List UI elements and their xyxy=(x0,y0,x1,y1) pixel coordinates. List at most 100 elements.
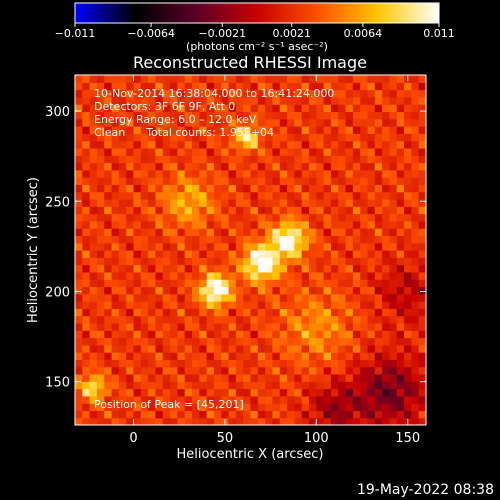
heatmap-cell xyxy=(111,279,120,288)
heatmap-cell xyxy=(221,352,230,360)
heatmap-cell xyxy=(177,315,186,324)
heatmap-cell xyxy=(111,228,120,237)
heatmap-cell xyxy=(221,191,230,200)
heatmap-cell xyxy=(213,169,222,178)
heatmap-cell xyxy=(250,271,259,280)
heatmap-cell xyxy=(323,410,332,419)
heatmap-cell xyxy=(374,220,383,229)
heatmap-cell xyxy=(177,410,186,419)
heatmap-cell xyxy=(235,198,244,207)
heatmap-cell xyxy=(184,315,193,324)
heatmap-cell xyxy=(155,228,164,237)
heatmap-cell xyxy=(89,111,98,120)
heatmap-cell xyxy=(162,177,171,185)
heatmap-cell xyxy=(170,177,178,185)
heatmap-cell xyxy=(287,96,295,105)
heatmap-cell xyxy=(404,373,412,382)
heatmap-cell xyxy=(367,337,376,346)
heatmap-cell xyxy=(75,126,83,134)
heatmap-cell xyxy=(89,381,98,390)
heatmap-cell xyxy=(155,191,164,200)
heatmap-cell xyxy=(389,257,398,266)
heatmap-cell xyxy=(89,388,98,397)
heatmap-cell xyxy=(133,198,142,207)
heatmap-cell xyxy=(367,373,376,382)
heatmap-cell xyxy=(360,279,369,288)
heatmap-cell xyxy=(235,301,244,309)
heatmap-cell xyxy=(140,250,149,258)
heatmap-cell xyxy=(411,155,420,164)
heatmap-cell xyxy=(89,169,98,178)
x-tick-label: 50 xyxy=(217,431,234,446)
heatmap-cell xyxy=(367,330,376,339)
heatmap-cell xyxy=(382,403,391,412)
heatmap-cell xyxy=(118,162,127,171)
heatmap-cell xyxy=(411,271,420,280)
heatmap-cell xyxy=(338,403,347,412)
heatmap-cell xyxy=(96,301,105,309)
heatmap-cell xyxy=(192,169,200,178)
heatmap-cell xyxy=(75,140,83,149)
heatmap-cell xyxy=(272,395,281,404)
heatmap-cell xyxy=(192,352,200,360)
heatmap-cell xyxy=(111,250,120,258)
heatmap-cell xyxy=(345,162,354,171)
heatmap-cell xyxy=(170,373,178,382)
heatmap-cell xyxy=(96,286,105,295)
heatmap-cell xyxy=(272,330,281,339)
heatmap-cell xyxy=(367,279,376,288)
heatmap-cell xyxy=(367,75,376,83)
heatmap-cell xyxy=(265,410,274,419)
heatmap-cell xyxy=(206,96,215,105)
heatmap-cell xyxy=(272,308,281,317)
heatmap-cell xyxy=(418,264,426,273)
heatmap-cell xyxy=(301,366,310,375)
heatmap-cell xyxy=(75,286,83,295)
heatmap-cell xyxy=(323,337,332,346)
heatmap-cell xyxy=(89,308,98,317)
heatmap-cell xyxy=(140,104,149,113)
heatmap-cell xyxy=(265,403,274,412)
heatmap-cell xyxy=(360,213,369,222)
heatmap-cell xyxy=(104,140,113,149)
heatmap-cell xyxy=(206,315,215,324)
heatmap-cell xyxy=(170,301,178,309)
heatmap-cell xyxy=(111,410,120,419)
heatmap-cell xyxy=(118,395,127,404)
heatmap-cell xyxy=(155,301,164,309)
heatmap-cell xyxy=(111,293,120,302)
heatmap-cell xyxy=(352,381,361,390)
heatmap-cell xyxy=(338,250,347,258)
heatmap-cell xyxy=(360,322,369,331)
heatmap-cell xyxy=(89,395,98,404)
heatmap-cell xyxy=(170,322,178,331)
heatmap-cell xyxy=(418,126,426,134)
heatmap-cell xyxy=(155,177,164,185)
heatmap-cell xyxy=(257,293,266,302)
heatmap-cell xyxy=(192,417,200,425)
heatmap-cell xyxy=(82,198,91,207)
heatmap-cell xyxy=(140,366,149,375)
heatmap-cell xyxy=(404,330,412,339)
heatmap-cell xyxy=(184,184,193,193)
heatmap-cell xyxy=(118,344,127,353)
heatmap-cell xyxy=(104,118,113,127)
heatmap-cell xyxy=(330,344,339,353)
heatmap-cell xyxy=(206,322,215,331)
heatmap-cell xyxy=(250,155,259,164)
heatmap-cell xyxy=(404,118,412,127)
heatmap-cell xyxy=(316,177,325,185)
heatmap-cell xyxy=(250,191,259,200)
heatmap-cell xyxy=(345,395,354,404)
heatmap-cell xyxy=(228,82,237,91)
heatmap-cell xyxy=(396,395,405,404)
heatmap-cell xyxy=(89,373,98,382)
heatmap-cell xyxy=(389,118,398,127)
heatmap-cell xyxy=(360,293,369,302)
heatmap-cell xyxy=(126,366,135,375)
heatmap-cell xyxy=(206,198,215,207)
heatmap-cell xyxy=(104,388,113,397)
heatmap-cell xyxy=(126,388,135,397)
heatmap-cell xyxy=(162,417,171,425)
